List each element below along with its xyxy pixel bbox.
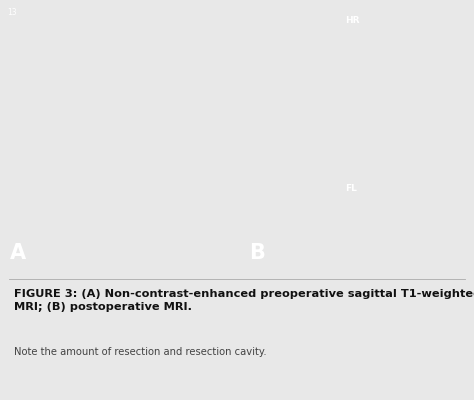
Text: B: B [249,243,264,263]
Text: FIGURE 3: (A) Non-contrast-enhanced preoperative sagittal T1-weighted
MRI; (B) p: FIGURE 3: (A) Non-contrast-enhanced preo… [14,289,474,312]
Text: A: A [9,243,26,263]
Text: HR: HR [345,16,359,26]
Text: 13: 13 [7,8,17,17]
Text: FL: FL [345,184,357,192]
Text: Note the amount of resection and resection cavity.: Note the amount of resection and resecti… [14,347,267,357]
